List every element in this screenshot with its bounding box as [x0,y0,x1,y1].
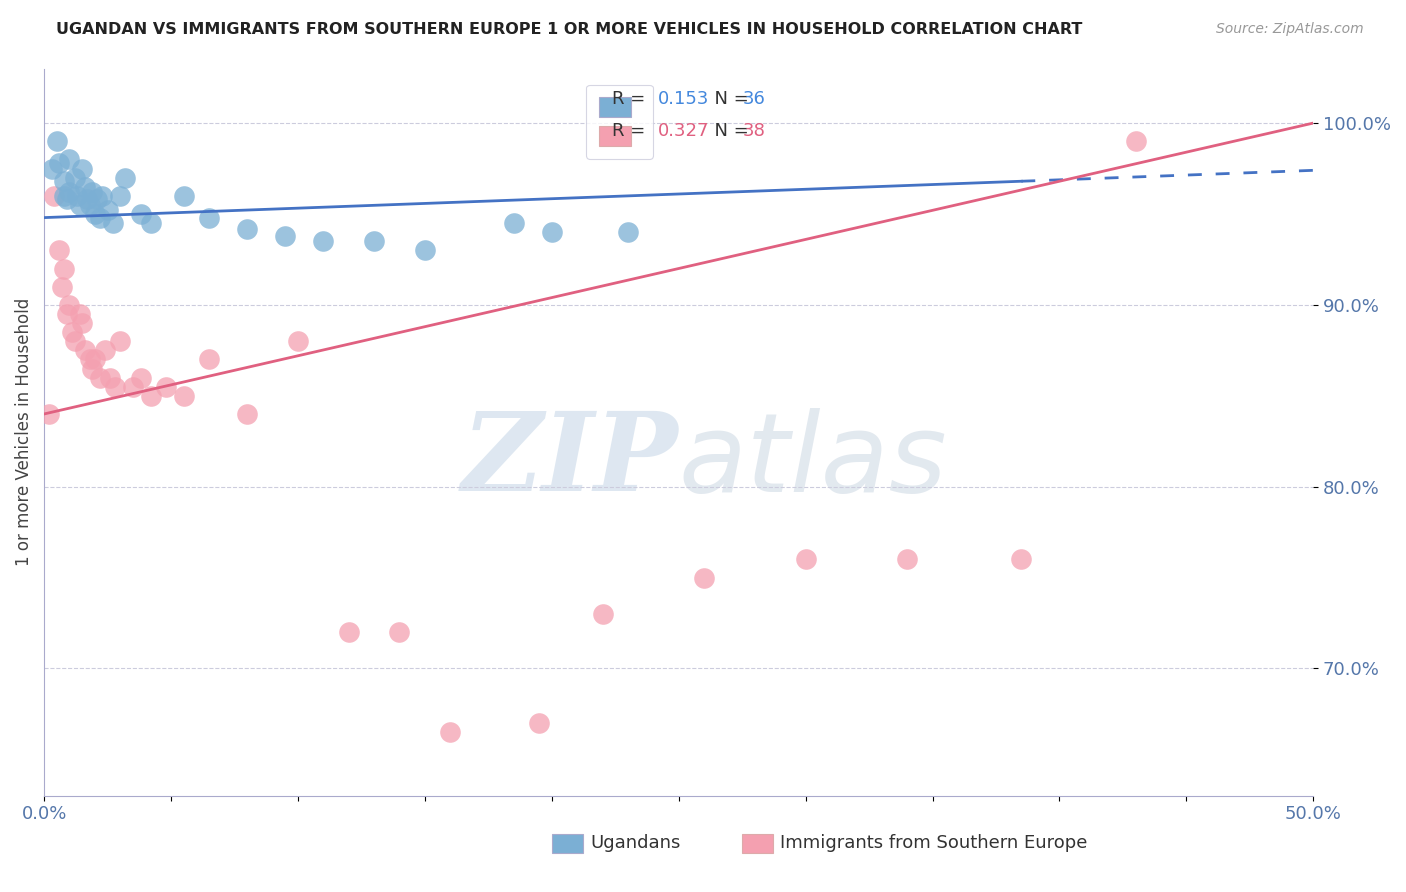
Point [41,161,63,176]
Point [44,188,66,202]
Point [155,380,177,394]
Point [73,343,96,358]
Text: 38: 38 [742,122,765,140]
Point [388,625,411,640]
Y-axis label: 1 or more Vehicles in Household: 1 or more Vehicles in Household [15,298,32,566]
Text: Ugandans: Ugandans [591,834,681,853]
Point [139,389,162,403]
Point [693,571,716,585]
Point [82,185,104,199]
Point [794,552,817,566]
Point [439,725,461,739]
Point [63,334,86,349]
Point [38,407,60,421]
Point [527,716,550,731]
Point [83,352,105,367]
Point [363,234,385,248]
Point [198,352,221,367]
Text: atlas: atlas [679,408,948,515]
Point [413,244,436,258]
Text: 0.327: 0.327 [658,122,710,140]
Point [98,370,121,384]
Point [51,279,73,293]
Point [79,198,101,212]
Point [66,188,89,202]
Text: 0.153: 0.153 [658,90,710,108]
Point [83,207,105,221]
Point [45,134,67,148]
Point [94,343,117,358]
Point [82,361,104,376]
Point [56,193,79,207]
Text: R =: R = [612,122,651,140]
Point [53,261,76,276]
Text: UGANDAN VS IMMIGRANTS FROM SOUTHERN EUROPE 1 OR MORE VEHICLES IN HOUSEHOLD CORRE: UGANDAN VS IMMIGRANTS FROM SOUTHERN EURO… [56,22,1083,37]
Point [236,221,259,235]
Point [592,607,614,621]
Point [173,188,195,202]
Point [287,334,309,349]
Point [114,170,136,185]
Point [274,228,297,243]
Text: 36: 36 [742,90,765,108]
Point [48,156,70,170]
Point [110,188,132,202]
Point [173,389,195,403]
Point [89,370,111,384]
Point [69,307,91,321]
Text: R =: R = [612,90,651,108]
Text: N =: N = [703,90,755,108]
Point [53,188,76,202]
Point [1010,552,1032,566]
Point [56,307,79,321]
Point [896,552,918,566]
Point [502,216,524,230]
Point [1125,134,1147,148]
Point [79,352,101,367]
Point [337,625,360,640]
Point [53,174,76,188]
Point [617,225,640,239]
Text: Immigrants from Southern Europe: Immigrants from Southern Europe [780,834,1087,853]
Point [86,193,108,207]
Point [48,244,70,258]
Point [110,334,132,349]
Point [97,203,120,218]
Point [312,234,335,248]
Point [139,216,162,230]
Point [129,370,152,384]
Point [58,185,80,199]
Point [104,380,127,394]
Point [198,211,221,225]
Point [58,153,80,167]
Point [236,407,259,421]
Point [101,216,124,230]
Legend: , : , [586,85,652,159]
Point [122,380,145,394]
Point [76,193,98,207]
Point [60,325,83,339]
Text: Source: ZipAtlas.com: Source: ZipAtlas.com [1216,22,1364,37]
Point [63,170,86,185]
Text: N =: N = [703,122,755,140]
Point [58,298,80,312]
Point [70,161,93,176]
Point [89,211,111,225]
Text: ZIP: ZIP [463,408,679,515]
Point [70,316,93,330]
Point [91,188,114,202]
Point [129,207,152,221]
Point [73,179,96,194]
Point [69,198,91,212]
Point [540,225,562,239]
